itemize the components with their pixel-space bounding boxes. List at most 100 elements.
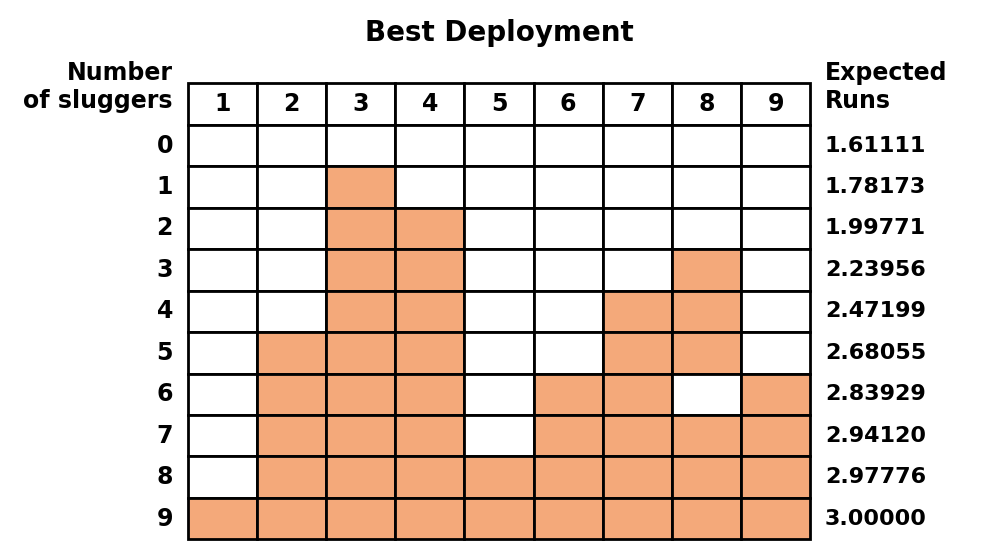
Bar — [464, 374, 534, 415]
Text: 7: 7 — [156, 424, 173, 448]
Bar — [534, 291, 603, 332]
Bar — [534, 166, 603, 208]
Bar — [395, 208, 464, 249]
Text: 5: 5 — [156, 341, 173, 365]
Bar — [464, 291, 534, 332]
Bar — [188, 166, 257, 208]
Bar — [326, 456, 395, 498]
Bar — [672, 249, 741, 291]
Text: 8: 8 — [156, 465, 173, 489]
Bar — [188, 374, 257, 415]
Text: 1: 1 — [156, 175, 173, 199]
Bar — [741, 456, 810, 498]
Bar — [534, 125, 603, 166]
Bar — [741, 208, 810, 249]
Bar — [257, 208, 326, 249]
Text: 2.83929: 2.83929 — [825, 384, 926, 404]
Bar — [603, 208, 672, 249]
Bar — [672, 456, 741, 498]
Bar — [534, 498, 603, 539]
Bar — [257, 291, 326, 332]
Bar — [741, 125, 810, 166]
Bar — [188, 415, 257, 456]
Text: 4: 4 — [422, 92, 438, 116]
Bar — [603, 456, 672, 498]
Text: 9: 9 — [156, 507, 173, 530]
Bar — [603, 291, 672, 332]
Bar — [326, 249, 395, 291]
Bar — [395, 415, 464, 456]
Bar — [257, 249, 326, 291]
Bar — [603, 498, 672, 539]
Bar — [188, 83, 257, 125]
Bar — [395, 249, 464, 291]
Bar — [534, 332, 603, 374]
Bar — [672, 83, 741, 125]
Bar — [326, 166, 395, 208]
Text: 2.97776: 2.97776 — [825, 467, 926, 487]
Bar — [672, 166, 741, 208]
Bar — [326, 332, 395, 374]
Bar — [741, 498, 810, 539]
Text: 1: 1 — [214, 92, 230, 116]
Bar — [603, 415, 672, 456]
Bar — [464, 415, 534, 456]
Bar — [464, 166, 534, 208]
Text: 3.00000: 3.00000 — [825, 509, 927, 529]
Bar — [326, 415, 395, 456]
Bar — [603, 125, 672, 166]
Bar — [534, 249, 603, 291]
Text: 4: 4 — [156, 299, 173, 324]
Text: 0: 0 — [156, 133, 173, 157]
Bar — [395, 166, 464, 208]
Bar — [188, 332, 257, 374]
Bar — [741, 83, 810, 125]
Bar — [257, 83, 326, 125]
Bar — [464, 83, 534, 125]
Bar — [464, 208, 534, 249]
Bar — [672, 291, 741, 332]
Text: 9: 9 — [768, 92, 783, 116]
Bar — [188, 208, 257, 249]
Bar — [603, 83, 672, 125]
Bar — [741, 166, 810, 208]
Bar — [464, 498, 534, 539]
Text: 7: 7 — [629, 92, 645, 116]
Bar — [672, 208, 741, 249]
Bar — [741, 332, 810, 374]
Bar — [395, 125, 464, 166]
Text: Best Deployment: Best Deployment — [365, 19, 633, 47]
Text: 8: 8 — [699, 92, 714, 116]
Text: Number
of sluggers: Number of sluggers — [24, 61, 173, 113]
Bar — [603, 374, 672, 415]
Text: Expected
Runs: Expected Runs — [825, 61, 947, 113]
Bar — [395, 498, 464, 539]
Bar — [672, 374, 741, 415]
Bar — [326, 374, 395, 415]
Bar — [395, 291, 464, 332]
Bar — [188, 498, 257, 539]
Text: 2: 2 — [156, 216, 173, 240]
Bar — [326, 208, 395, 249]
Bar — [464, 456, 534, 498]
Bar — [257, 498, 326, 539]
Bar — [534, 415, 603, 456]
Bar — [603, 332, 672, 374]
Bar — [603, 249, 672, 291]
Bar — [257, 332, 326, 374]
Bar — [741, 415, 810, 456]
Bar — [672, 125, 741, 166]
Text: 2.68055: 2.68055 — [825, 343, 926, 363]
Bar — [257, 166, 326, 208]
Bar — [257, 125, 326, 166]
Text: 3: 3 — [156, 258, 173, 282]
Bar — [534, 208, 603, 249]
Text: 6: 6 — [156, 383, 173, 406]
Text: 1.99771: 1.99771 — [825, 219, 926, 239]
Bar — [326, 83, 395, 125]
Bar — [395, 332, 464, 374]
Bar — [257, 374, 326, 415]
Bar — [534, 83, 603, 125]
Bar — [326, 125, 395, 166]
Text: 2.47199: 2.47199 — [825, 301, 926, 321]
